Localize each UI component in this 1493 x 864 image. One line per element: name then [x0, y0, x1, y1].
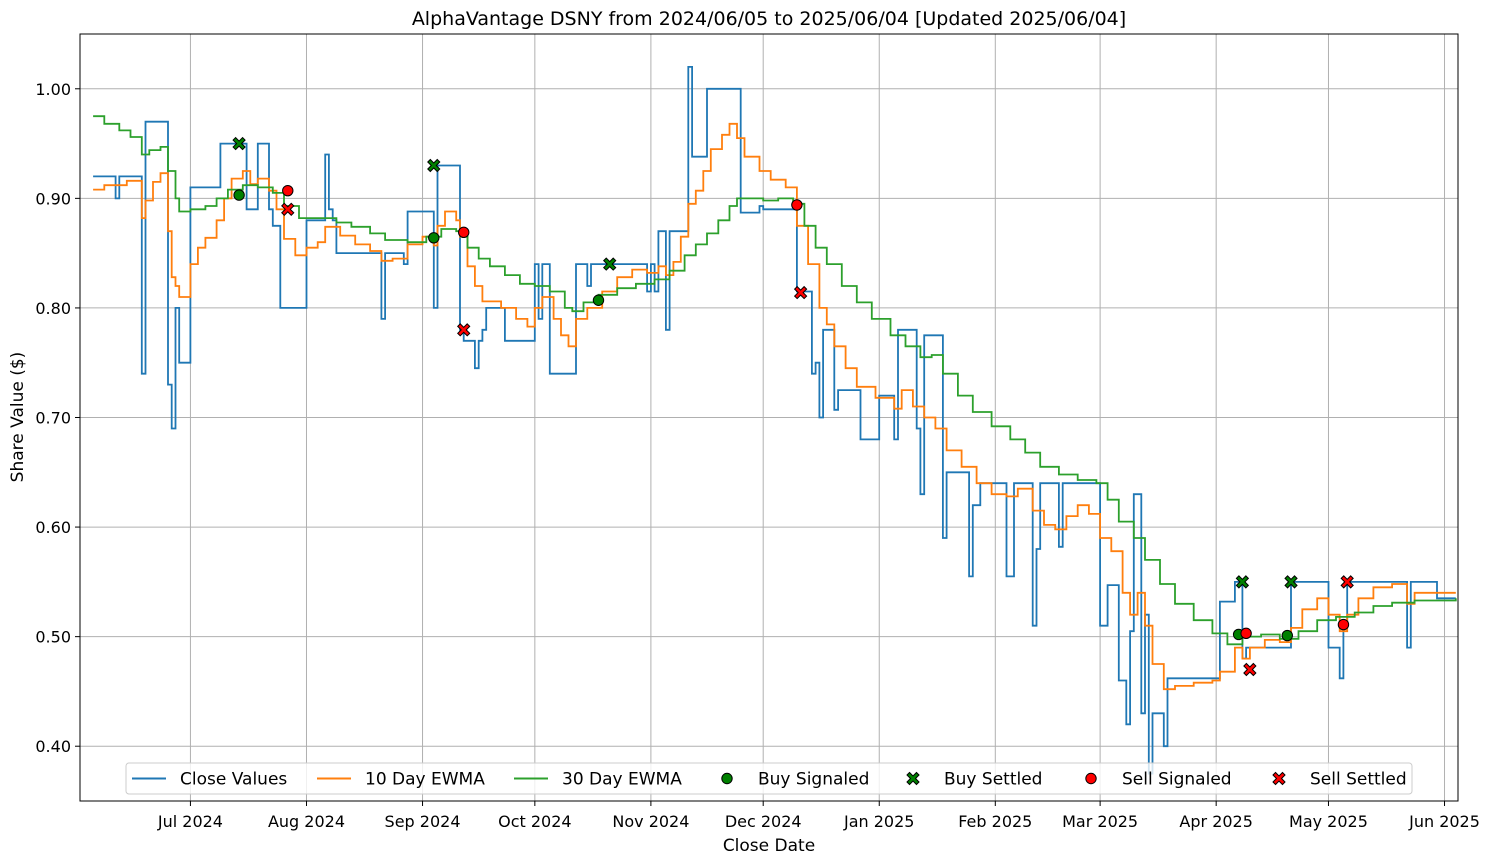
buy-signaled-marker: [428, 232, 440, 244]
buy-settled-marker: [232, 136, 246, 151]
legend-swatch-buy-settled: [906, 771, 920, 786]
legend-swatch-sell-settled: [1272, 771, 1286, 786]
legend-label-sell-settled: Sell Settled: [1310, 770, 1407, 790]
x-tick-label: May 2025: [1289, 812, 1368, 831]
sell-signaled-marker: [458, 226, 470, 239]
sell-signaled-marker: [1337, 618, 1350, 631]
chart-title: AlphaVantage DSNY from 2024/06/05 to 202…: [412, 8, 1126, 30]
legend-box: [125, 762, 1413, 795]
legend-label-buy-settled: Buy Settled: [944, 770, 1042, 790]
x-axis-label: Close Date: [723, 836, 815, 856]
buy-settled-marker: [603, 257, 617, 271]
plot-area: [93, 66, 1457, 775]
y-tick-label: 0.90: [35, 189, 71, 208]
legend-label-10-day-ewma: 10 Day EWMA: [365, 770, 485, 790]
y-axis: 0.40 0.50 0.60 0.70 0.80 0.90 1.00: [35, 80, 80, 756]
x-tick-label: Aug 2024: [268, 812, 345, 831]
y-tick-label: 0.80: [35, 299, 71, 318]
series-layer: [93, 66, 1457, 775]
x-tick-label: Jul 2024: [157, 812, 223, 831]
x-tick-label: Nov 2024: [612, 812, 689, 831]
x-tick-label: Jan 2025: [843, 812, 914, 831]
sell-signaled-marker: [282, 184, 294, 197]
marker-layer: [232, 136, 1354, 677]
x-tick-label: Apr 2025: [1179, 812, 1252, 831]
x-tick-label: Mar 2025: [1062, 812, 1138, 831]
sell-settled-marker: [457, 323, 471, 337]
buy-settled-marker: [1235, 575, 1250, 589]
sell-signaled-marker: [791, 199, 803, 211]
grid: [80, 34, 1458, 801]
sell-settled-marker: [1340, 575, 1354, 589]
legend-label-buy-signaled: Buy Signaled: [758, 770, 869, 790]
sell-signaled-marker: [1240, 627, 1252, 640]
x-tick-label: Sep 2024: [385, 812, 461, 831]
sell-settled-marker: [281, 202, 295, 217]
x-tick-label: Dec 2024: [725, 812, 802, 831]
buy-signaled-marker: [233, 189, 245, 201]
y-tick-label: 0.50: [35, 628, 71, 647]
x-tick-label: Feb 2025: [958, 812, 1032, 831]
y-tick-label: 0.40: [35, 737, 71, 756]
x-axis: Jul 2024 Aug 2024 Sep 2024 Oct 2024 Nov 2024…: [157, 801, 1480, 831]
legend: Close Values 10 Day EWMA 30 Day EWMA Buy Si…: [125, 762, 1413, 795]
buy-signaled-marker: [1281, 629, 1293, 642]
y-tick-label: 0.60: [35, 518, 71, 537]
buy-settled-marker: [1284, 575, 1298, 589]
y-tick-label: 0.70: [35, 409, 71, 428]
x-tick-label: Oct 2024: [498, 812, 571, 831]
legend-label-sell-signaled: Sell Signaled: [1122, 770, 1232, 790]
legend-label-close-values: Close Values: [180, 770, 287, 790]
buy-signaled-marker: [592, 294, 605, 306]
x-tick-label: Jun 2025: [1408, 812, 1480, 831]
series-line-30-day-ewma: [93, 115, 1457, 646]
y-tick-label: 1.00: [35, 80, 71, 99]
legend-label-30-day-ewma: 30 Day EWMA: [562, 770, 682, 790]
sell-settled-marker: [793, 285, 808, 300]
sell-settled-marker: [1243, 662, 1257, 677]
buy-settled-marker: [427, 158, 441, 173]
series-line-close-values: [93, 66, 1456, 775]
legend-swatch-buy-signaled: [721, 772, 733, 785]
y-axis-label: Share Value ($): [8, 352, 28, 483]
legend-swatch-sell-signaled: [1085, 772, 1097, 785]
